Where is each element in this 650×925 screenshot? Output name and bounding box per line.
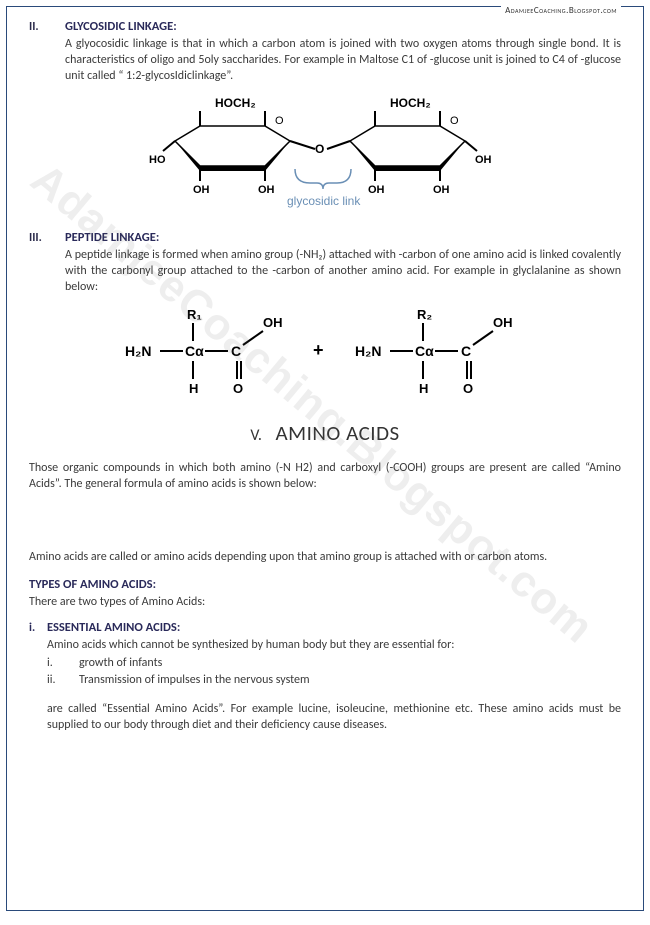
section-title: PEPTIDE LINKAGE: xyxy=(65,230,159,245)
label-r1: R₁ xyxy=(187,307,202,322)
essential-roman: i. xyxy=(29,621,47,635)
label-ca-r: Cα xyxy=(415,343,434,359)
glycosidic-link-label: glycosidic link xyxy=(287,194,361,208)
label-oh-r1: OH xyxy=(368,184,385,196)
label-r2: R₂ xyxy=(417,307,432,322)
section-text: A glyocosidic linkage is that in which a… xyxy=(65,36,621,85)
section-glycosidic: II. GLYCOSIDIC LINKAGE: A glyocosidic li… xyxy=(29,19,621,216)
label-ca-l: Cα xyxy=(185,343,204,359)
label-oh-r3: OH xyxy=(475,154,492,166)
label-plus: + xyxy=(313,340,324,360)
label-h2n-r: H₂N xyxy=(355,343,381,359)
label-o-ring-r: O xyxy=(450,115,459,127)
label-oh-l: OH xyxy=(263,315,283,330)
list-item: i. growth of infants xyxy=(47,655,621,672)
list-num: ii. xyxy=(47,672,79,689)
amino-acids-heading: V. AMINO ACIDS xyxy=(29,420,621,446)
section-text: A peptide linkage is formed when amino g… xyxy=(65,247,621,296)
essential-list: i. growth of infants ii. Transmission of… xyxy=(47,655,621,689)
label-ho-l: HO xyxy=(149,154,166,166)
glycosidic-diagram: HOCH₂ O HO OH OH O xyxy=(29,91,621,216)
big-roman: V. xyxy=(250,426,262,445)
peptide-diagram: H₂N Cα R₁ H C O OH + H₂N Cα xyxy=(29,301,621,406)
label-oh-l1: OH xyxy=(193,184,210,196)
label-hoch2-r: HOCH₂ xyxy=(390,96,431,110)
label-c-r: C xyxy=(461,343,471,359)
amino-intro: Those organic compounds in which both am… xyxy=(29,460,621,492)
big-title: AMINO ACIDS xyxy=(275,420,399,446)
header-url: AdamjeeCoaching.Blogspot.com xyxy=(501,5,621,16)
label-hoch2-l: HOCH₂ xyxy=(215,96,256,110)
types-intro: There are two types of Amino Acids: xyxy=(29,594,621,610)
essential-lead: Amino acids which cannot be synthesized … xyxy=(47,637,621,653)
label-oh-l2: OH xyxy=(258,184,275,196)
list-text: Transmission of impulses in the nervous … xyxy=(79,672,310,689)
label-o-ring-l: O xyxy=(275,115,284,127)
label-o-r: O xyxy=(463,381,473,396)
page-frame: AdamjeeCoaching.Blogspot.com AdamjeeCoac… xyxy=(6,6,644,911)
section-roman: III. xyxy=(29,231,65,245)
types-heading: TYPES OF AMINO ACIDS: xyxy=(29,577,621,592)
label-oh-r2: OH xyxy=(433,184,450,196)
essential-title: ESSENTIAL AMINO ACIDS: xyxy=(47,620,180,635)
section-roman: II. xyxy=(29,20,65,34)
label-bridge-o: O xyxy=(315,142,324,156)
label-c-l: C xyxy=(231,343,241,359)
label-h2n-l: H₂N xyxy=(125,343,151,359)
amino-classify: Amino acids are called or amino acids de… xyxy=(29,549,621,565)
label-o-l: O xyxy=(233,381,243,396)
formula-placeholder xyxy=(29,505,621,549)
essential-tail: are called “Essential Amino Acids”. For … xyxy=(47,701,621,733)
section-title: GLYCOSIDIC LINKAGE: xyxy=(65,19,177,34)
list-text: growth of infants xyxy=(79,655,162,672)
list-num: i. xyxy=(47,655,79,672)
section-peptide: III. PEPTIDE LINKAGE: A peptide linkage … xyxy=(29,230,621,407)
label-h-r: H xyxy=(419,381,428,396)
label-h-l: H xyxy=(189,381,198,396)
essential-section: i. ESSENTIAL AMINO ACIDS: Amino acids wh… xyxy=(47,620,621,733)
label-oh-r: OH xyxy=(493,315,513,330)
list-item: ii. Transmission of impulses in the nerv… xyxy=(47,672,621,689)
